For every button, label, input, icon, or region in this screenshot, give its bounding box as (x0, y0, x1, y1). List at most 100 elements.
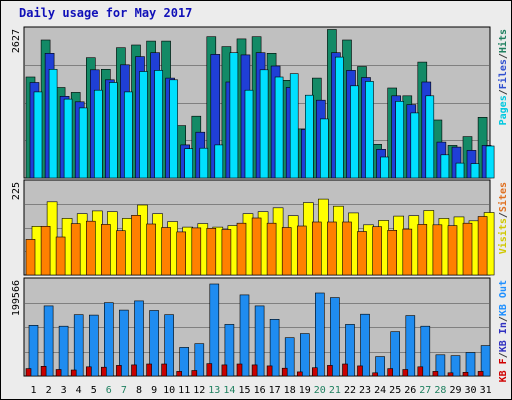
bar-sites-day-6 (101, 224, 111, 276)
bar-kb-f-day-16 (251, 364, 258, 377)
bar-kb-f-day-23 (357, 365, 363, 377)
bar-kb-f-day-20 (311, 367, 318, 377)
bar-pages-day-27 (425, 95, 435, 179)
bar-kb-f-day-15 (236, 363, 243, 377)
legend-entry: KB F (498, 358, 509, 382)
x-tick-label-day-18: 18 (284, 385, 296, 396)
bar-kb-out-day-19 (299, 333, 310, 377)
bar-kb-f-day-21 (327, 365, 333, 377)
bar-kb-out-day-1 (28, 324, 39, 377)
bar-kb-out-day-18 (284, 337, 295, 377)
bar-kb-out-day-21 (330, 297, 340, 377)
x-tick-label-day-26: 26 (404, 385, 416, 396)
bar-pages-day-19 (304, 94, 314, 179)
bar-kb-out-day-28 (435, 354, 446, 377)
bar-kb-f-day-6 (101, 366, 107, 377)
x-tick-label-day-17: 17 (269, 385, 281, 396)
bar-kb-out-day-27 (420, 325, 431, 377)
bar-kb-out-day-14 (224, 324, 235, 377)
x-tick-label-day-31: 31 (480, 385, 492, 396)
bar-kb-f-day-10 (161, 363, 167, 377)
bar-sites-day-11 (176, 231, 186, 276)
x-tick-label-day-27: 27 (419, 385, 431, 396)
bar-sites-day-2 (40, 226, 51, 276)
bar-sites-day-16 (251, 217, 262, 276)
legend-entry: / (498, 316, 509, 322)
bar-kb-f-day-11 (176, 371, 182, 377)
bar-pages-day-14 (229, 52, 239, 179)
x-tick-label-day-5: 5 (91, 385, 97, 396)
bar-kb-out-day-16 (254, 305, 265, 377)
bar-sites-day-27 (417, 224, 428, 276)
x-tick-label-day-11: 11 (178, 385, 190, 396)
bar-kb-out-day-23 (360, 313, 370, 377)
bar-pages-day-15 (244, 89, 254, 179)
bar-pages-day-11 (184, 148, 193, 179)
bar-pages-day-10 (169, 79, 178, 179)
bar-kb-out-day-13 (209, 283, 220, 377)
x-tick-label-day-10: 10 (163, 385, 175, 396)
x-tick-label-day-1: 1 (30, 385, 36, 396)
legend-entry: KB In (498, 322, 509, 352)
y-max-label: 199566 (11, 280, 22, 316)
x-tick-label-day-24: 24 (374, 385, 386, 396)
x-tick-label-day-7: 7 (121, 385, 127, 396)
legend-entry: Pages (498, 95, 509, 125)
bar-kb-f-day-7 (116, 365, 122, 377)
bar-kb-f-day-9 (146, 363, 152, 377)
x-tick-label-day-25: 25 (389, 385, 401, 396)
x-tick-label-day-6: 6 (106, 385, 112, 396)
legend: KB F/KB In/KB Out (498, 280, 509, 382)
bar-kb-f-day-3 (55, 369, 62, 377)
bar-pages-day-26 (410, 112, 420, 179)
bar-kb-f-day-27 (417, 366, 424, 377)
bar-kb-f-day-13 (206, 363, 213, 377)
bar-sites-day-19 (296, 225, 307, 276)
bar-kb-out-day-8 (134, 300, 144, 377)
x-tick-label-day-16: 16 (254, 385, 266, 396)
bar-kb-f-day-14 (221, 364, 228, 377)
x-tick-label-day-13: 13 (208, 385, 220, 396)
x-tick-label-day-3: 3 (61, 385, 67, 396)
legend-entry: / (498, 53, 509, 59)
bar-kb-out-day-20 (314, 292, 325, 377)
x-tick-label-day-8: 8 (136, 385, 142, 396)
bar-sites-day-24 (372, 226, 382, 276)
bar-sites-day-12 (191, 227, 202, 276)
bar-sites-day-7 (116, 230, 126, 276)
x-tick-label-day-15: 15 (238, 385, 250, 396)
legend-entry: Visits (497, 218, 509, 254)
bar-sites-day-13 (206, 228, 217, 276)
bar-kb-f-day-26 (402, 369, 409, 377)
bar-sites-day-20 (311, 221, 322, 276)
bar-sites-day-31 (477, 216, 488, 276)
bar-pages-day-3 (63, 98, 73, 179)
legend-entry: Sites (497, 182, 509, 212)
legend-entry: Files (497, 59, 509, 89)
bar-pages-day-16 (259, 69, 269, 179)
x-tick-label-day-30: 30 (464, 385, 476, 396)
legend-entry: / (498, 212, 509, 218)
bar-kb-f-day-31 (477, 371, 484, 377)
x-tick-label-day-2: 2 (46, 385, 52, 396)
bar-kb-f-day-8 (131, 364, 137, 377)
bar-pages-day-22 (350, 85, 359, 179)
x-tick-label-day-28: 28 (434, 385, 446, 396)
x-tick-label-day-22: 22 (344, 385, 356, 396)
x-tick-label-day-4: 4 (76, 385, 82, 396)
bar-kb-f-day-2 (40, 365, 47, 377)
bar-kb-out-day-22 (345, 324, 355, 377)
bar-pages-day-29 (455, 162, 465, 179)
bar-sites-day-10 (161, 227, 171, 276)
bar-kb-f-day-28 (432, 371, 439, 377)
bar-pages-day-13 (214, 144, 224, 179)
legend: Pages/Files/Hits (497, 29, 509, 125)
bar-pages-day-2 (48, 69, 58, 179)
bar-kb-out-day-24 (375, 356, 385, 377)
bar-kb-f-day-4 (70, 369, 77, 377)
bar-pages-day-8 (139, 71, 148, 179)
bar-pages-day-9 (154, 70, 163, 179)
bar-pages-day-31 (485, 145, 495, 179)
bar-sites-day-9 (146, 223, 156, 276)
